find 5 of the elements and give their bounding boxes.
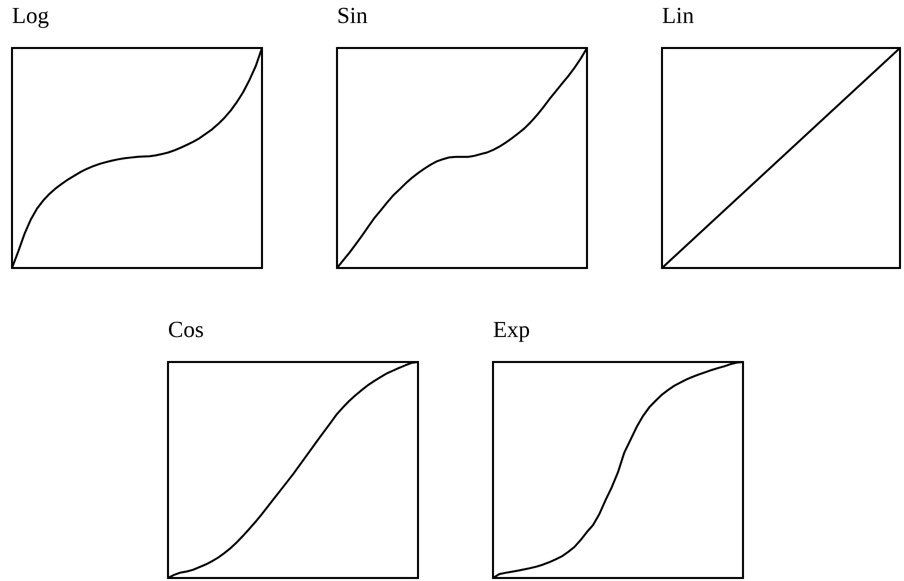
chart-title: Log: [12, 3, 50, 28]
chart-title: Exp: [493, 317, 530, 342]
chart-title: Lin: [662, 3, 694, 28]
chart-title: Cos: [168, 317, 204, 342]
chart-title: Sin: [337, 3, 368, 28]
